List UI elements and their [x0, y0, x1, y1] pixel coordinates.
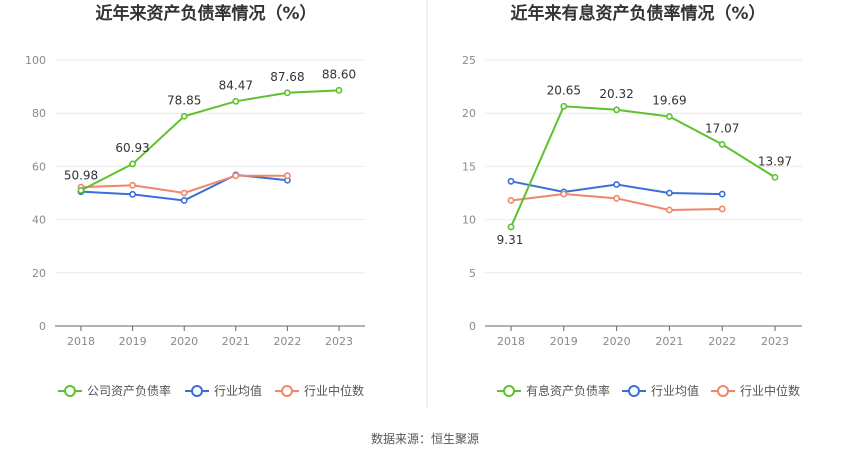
data-point	[666, 113, 673, 120]
x-tick-label: 2018	[497, 335, 525, 348]
data-point	[613, 181, 620, 188]
y-tick-label: 10	[462, 214, 476, 227]
chart-debt-ratio: 近年来资产负债率情况（%） 0 20 40 60 80 100 2018 2019 2020 202…	[25, 3, 365, 398]
data-label: 20.65	[547, 83, 581, 97]
data-point	[666, 189, 673, 197]
data-point	[507, 197, 515, 204]
x-tick-label: 2022	[708, 335, 736, 348]
data-label: 84.47	[219, 78, 253, 92]
source-caption: 数据来源：恒生聚源	[371, 431, 479, 446]
series-line	[80, 173, 288, 202]
data-label: 13.97	[758, 154, 792, 168]
data-point	[613, 106, 620, 114]
x-tick-label: 2018	[67, 335, 95, 348]
data-point	[507, 223, 515, 231]
x-tick-label: 2020	[603, 335, 631, 348]
data-label: 20.32	[599, 87, 633, 101]
legend-label: 行业均值	[214, 383, 262, 398]
data-point	[560, 102, 568, 110]
legend-item[interactable]: 行业均值	[185, 383, 262, 398]
y-tick-label: 15	[462, 160, 476, 173]
data-point	[613, 194, 620, 202]
x-tick-label: 2022	[273, 335, 301, 348]
data-point	[129, 181, 136, 189]
data-point	[129, 160, 136, 168]
legend-item[interactable]: 行业均值	[622, 383, 699, 398]
x-tick-label: 2020	[170, 335, 198, 348]
data-point	[283, 172, 291, 180]
data-point	[283, 89, 291, 97]
y-tick-label: 80	[32, 107, 46, 120]
y-tick-label: 60	[32, 160, 46, 173]
legend-item[interactable]: 行业中位数	[275, 383, 364, 398]
data-point	[507, 177, 515, 185]
data-point	[771, 173, 779, 181]
data-point	[718, 190, 726, 198]
data-label: 88.60	[322, 67, 356, 81]
legend-item[interactable]: 公司资产负债率	[58, 383, 171, 398]
legend-swatch-marker	[64, 385, 76, 397]
data-point	[666, 206, 673, 214]
data-label: 19.69	[652, 93, 686, 107]
data-point	[232, 172, 240, 180]
legend-label: 有息资产负债率	[526, 383, 610, 398]
data-label: 87.68	[270, 70, 304, 84]
y-tick-label: 5	[469, 267, 476, 280]
data-label: 50.98	[64, 168, 98, 182]
data-point	[560, 190, 568, 198]
y-tick-label: 40	[32, 214, 46, 227]
data-point	[180, 189, 188, 197]
data-point	[232, 97, 240, 105]
legend-swatch-marker	[281, 385, 293, 397]
legend-swatch-marker	[503, 385, 515, 397]
data-label: 17.07	[705, 121, 739, 135]
y-tick-label: 100	[25, 54, 46, 67]
series-line	[80, 89, 340, 192]
chart-interest-debt-ratio: 近年来有息资产负债率情况（%） 0 5 10 15 20 25 2018 2019 2020 202…	[462, 3, 802, 398]
x-tick-label: 2021	[222, 335, 250, 348]
legend-label: 行业均值	[651, 383, 699, 398]
legend-swatch-marker	[628, 385, 640, 397]
data-label: 78.85	[167, 93, 201, 107]
x-tick-label: 2023	[325, 335, 353, 348]
legend-item[interactable]: 有息资产负债率	[497, 383, 610, 398]
legend-swatch-marker	[717, 385, 729, 397]
data-point	[180, 197, 188, 204]
legend-item[interactable]: 行业中位数	[711, 383, 800, 398]
y-tick-label: 0	[39, 320, 46, 333]
y-tick-label: 25	[462, 54, 476, 67]
data-point	[77, 186, 85, 194]
y-tick-label: 20	[462, 107, 476, 120]
data-label: 9.31	[497, 233, 524, 247]
data-point	[129, 190, 136, 198]
legend-label: 行业中位数	[304, 383, 364, 398]
x-tick-label: 2023	[761, 335, 789, 348]
legend-label: 公司资产负债率	[87, 383, 171, 398]
chart-title: 近年来有息资产负债率情况（%）	[510, 3, 765, 24]
series-line	[510, 105, 776, 228]
data-label: 60.93	[115, 141, 149, 155]
legend-swatch-marker	[191, 385, 203, 397]
x-tick-label: 2021	[655, 335, 683, 348]
x-tick-label: 2019	[550, 335, 578, 348]
legend-label: 行业中位数	[740, 383, 800, 398]
data-point	[180, 112, 188, 120]
y-tick-label: 20	[32, 267, 46, 280]
data-point	[335, 86, 343, 94]
data-point	[718, 205, 726, 213]
data-point	[718, 140, 726, 148]
x-tick-label: 2019	[119, 335, 147, 348]
chart-title: 近年来资产负债率情况（%）	[95, 3, 316, 24]
y-tick-label: 0	[469, 320, 476, 333]
